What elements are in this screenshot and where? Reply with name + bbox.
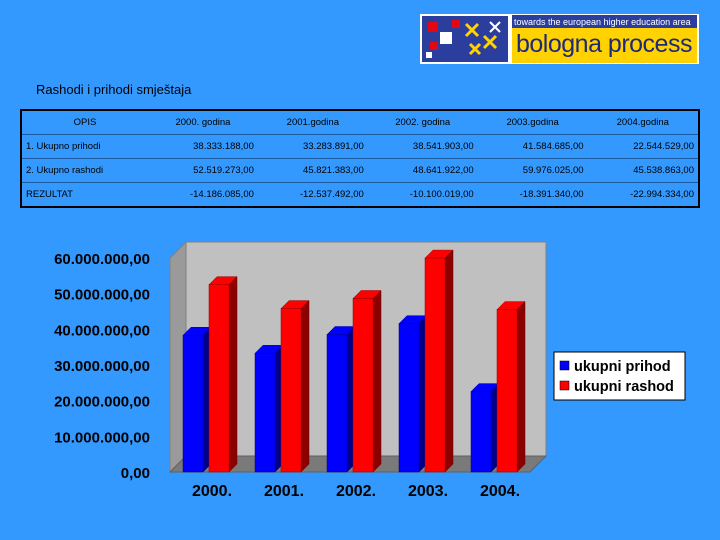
y-tick-label: 40.000.000,00	[54, 322, 150, 339]
table-cell: REZULTAT	[21, 182, 148, 207]
legend-box	[553, 351, 686, 401]
table-header: 2003.godina	[506, 117, 559, 128]
bar-side	[300, 299, 310, 473]
legend-swatch	[559, 360, 570, 371]
table-header: OPIS	[73, 117, 97, 128]
logo-tagline: towards the european higher education ar…	[514, 17, 691, 27]
table-cell: -12.537.492,00	[257, 182, 368, 207]
table-header: 2002. godina	[395, 117, 451, 128]
bar-side	[516, 300, 526, 473]
bar-ukupni-rashod	[496, 309, 518, 473]
table-cell: -10.100.019,00	[367, 182, 478, 207]
table-header-row: OPIS 2000. godina 2001.godina 2002. godi…	[21, 110, 699, 135]
bologna-process-logo: towards the european higher education ar…	[420, 14, 699, 64]
logo-strip	[512, 15, 697, 28]
x-tick-label: 2001.	[264, 483, 304, 500]
table-cell: 45.821.383,00	[257, 158, 368, 183]
bar-side	[444, 249, 454, 473]
table-cell: 45.538.863,00	[587, 158, 699, 183]
legend-swatch	[559, 380, 570, 391]
table-cell: 41.584.685,00	[477, 134, 588, 159]
table-row: 1. Ukupno prihodi 38.333.188,00 33.283.8…	[21, 134, 699, 159]
table-cell: 33.283.891,00	[257, 134, 368, 159]
x-tick-label: 2004.	[480, 483, 520, 500]
bar-chart: 0,00 10.000.000,00 20.000.000,00 30.000.000…	[54, 240, 686, 500]
data-table: OPIS 2000. godina 2001.godina 2002. godi…	[20, 109, 700, 208]
table-header: 2001.godina	[286, 117, 339, 128]
bar-side	[228, 276, 238, 473]
table-cell: 2. Ukupno rashodi	[21, 158, 148, 183]
logo-text: bologna process	[516, 30, 692, 58]
x-tick-label: 2002.	[336, 483, 376, 500]
y-tick-label: 60.000.000,00	[54, 251, 150, 268]
legend-label: ukupni rashod	[574, 379, 674, 395]
table-cell: 38.333.188,00	[148, 134, 258, 159]
table-cell: 22.544.529,00	[587, 134, 699, 159]
table-cell: 52.519.273,00	[148, 158, 258, 183]
y-tick-label: 10.000.000,00	[54, 429, 150, 446]
page-title: Rashodi i prihodi smještaja	[36, 82, 192, 97]
table-row: 2. Ukupno rashodi 52.519.273,00 45.821.3…	[21, 158, 699, 183]
bar-ukupni-rashod	[208, 284, 230, 473]
bar-ukupni-rashod	[280, 308, 302, 473]
table-cell: 1. Ukupno prihodi	[21, 134, 148, 159]
x-tick-label: 2003.	[408, 483, 448, 500]
table-cell: 38.541.903,00	[367, 134, 478, 159]
logo-yellow-band	[512, 28, 697, 63]
y-tick-label: 0,00	[121, 465, 150, 482]
bar-ukupni-prihod	[470, 391, 492, 473]
bar-ukupni-rashod	[352, 298, 374, 473]
logo-emblem-icon	[422, 16, 508, 62]
bar-ukupni-prihod	[326, 334, 348, 473]
y-tick-label: 30.000.000,00	[54, 358, 150, 375]
bar-ukupni-prihod	[254, 353, 276, 473]
bar-ukupni-prihod	[182, 335, 204, 473]
table-cell: 59.976.025,00	[477, 158, 588, 183]
table-header: 2000. godina	[175, 117, 231, 128]
table-cell: -18.391.340,00	[477, 182, 588, 207]
bar-ukupni-prihod	[398, 323, 420, 473]
table-cell: -22.994.334,00	[587, 182, 699, 207]
table-row: REZULTAT -14.186.085,00 -12.537.492,00 -…	[21, 182, 699, 207]
table-header: 2004.godina	[616, 117, 669, 128]
bar-side	[372, 289, 382, 473]
table-cell: 48.641.922,00	[367, 158, 478, 183]
legend-label: ukupni prihod	[574, 359, 671, 375]
x-tick-label: 2000.	[192, 483, 232, 500]
bar-ukupni-rashod	[424, 257, 446, 473]
table-cell: -14.186.085,00	[148, 182, 258, 207]
y-tick-label: 20.000.000,00	[54, 394, 150, 411]
y-tick-label: 50.000.000,00	[54, 287, 150, 304]
